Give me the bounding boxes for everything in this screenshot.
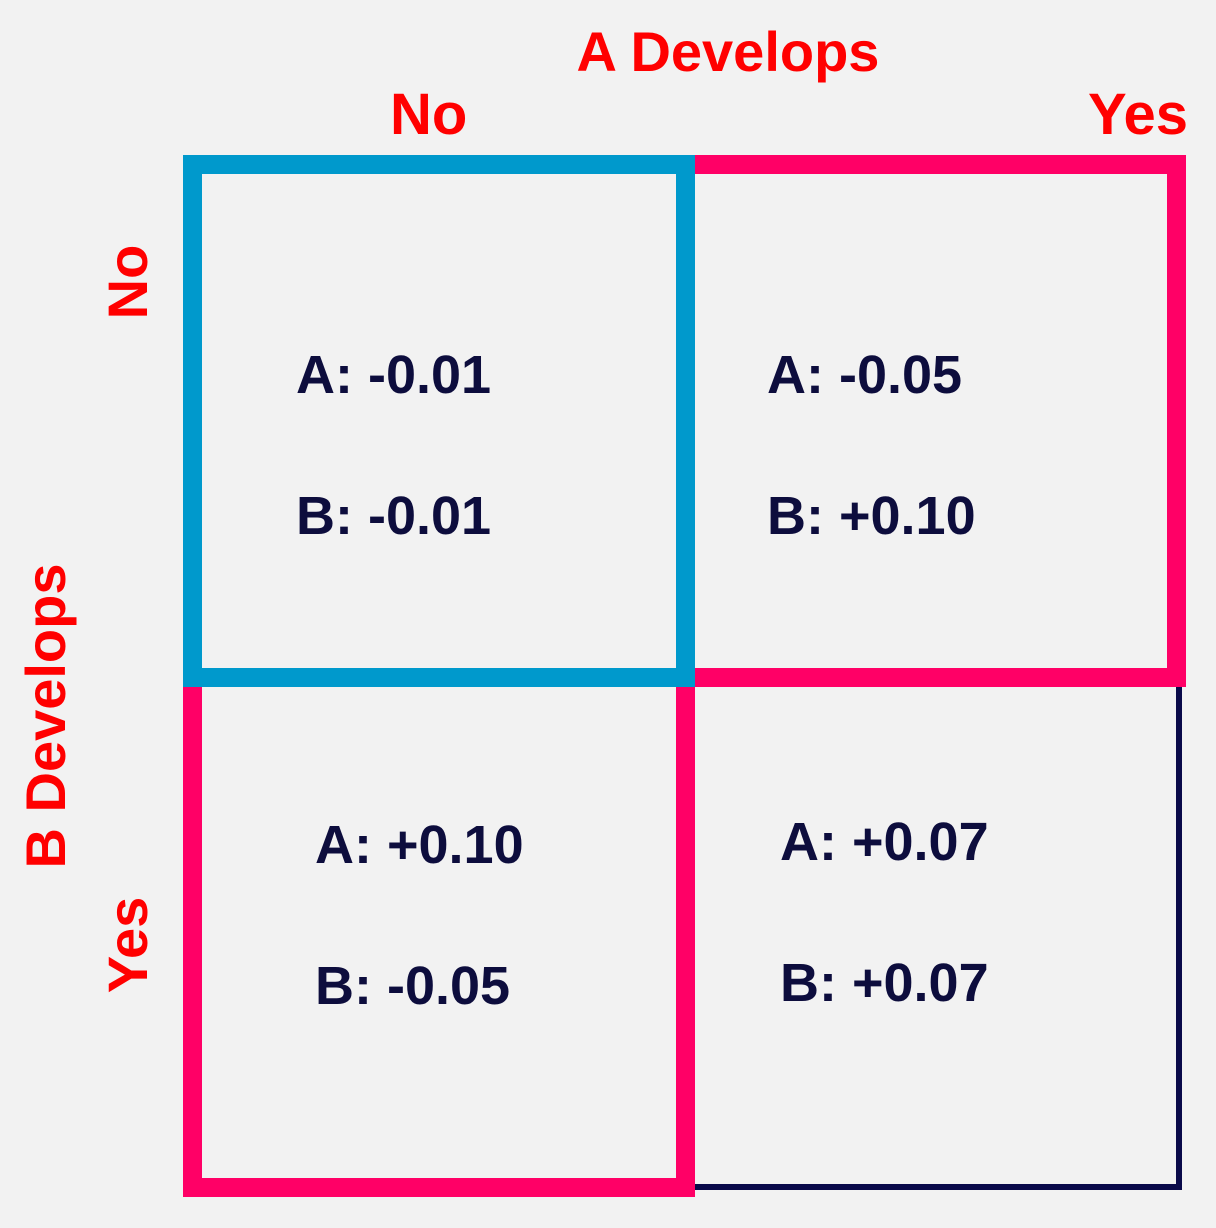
column-label-yes: Yes	[1088, 82, 1188, 147]
payoff-b-b-yes-a-no: B: -0.05	[315, 956, 511, 1016]
row-label-no: No	[96, 244, 159, 320]
cell-b-no-a-no	[183, 155, 695, 687]
column-label-no: No	[390, 82, 468, 147]
payoff-a-b-yes-a-no: A: +0.10	[315, 815, 524, 875]
payoff-a-b-no-a-yes: A: -0.05	[767, 345, 963, 405]
a-develops-title: A Develops	[576, 20, 880, 83]
payoff-a-b-no-a-no: A: -0.01	[296, 345, 492, 405]
row-label-yes: Yes	[96, 896, 159, 994]
cell-b-yes-a-yes	[676, 668, 1182, 1190]
cell-b-yes-a-no	[183, 668, 695, 1197]
b-develops-title: B Develops	[14, 563, 77, 869]
cell-b-no-a-yes	[676, 155, 1186, 687]
payoff-a-b-yes-a-yes: A: +0.07	[780, 812, 989, 872]
payoff-b-b-no-a-yes: B: +0.10	[767, 486, 976, 546]
payoff-b-b-yes-a-yes: B: +0.07	[780, 953, 989, 1013]
payoff-b-b-no-a-no: B: -0.01	[296, 486, 492, 546]
